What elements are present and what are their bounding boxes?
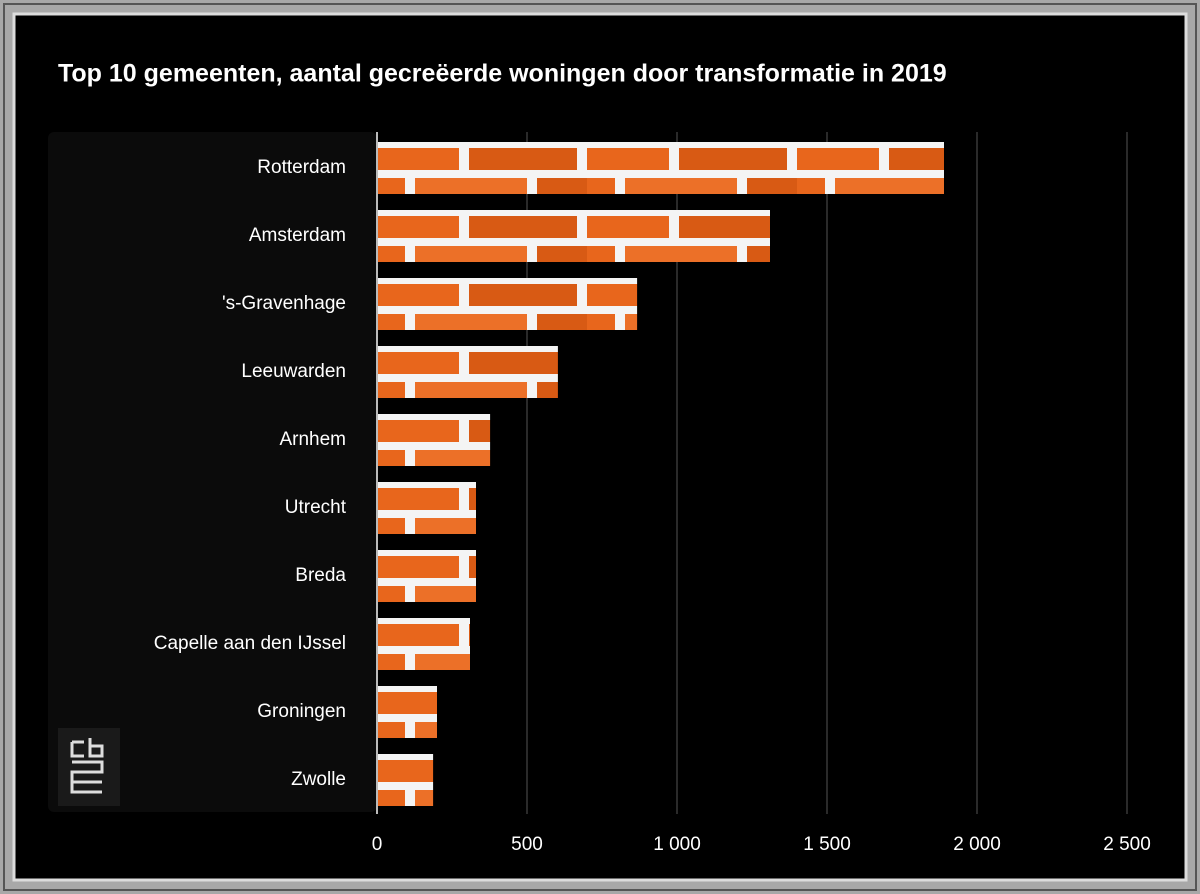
bar [377,210,770,262]
x-tick-label: 1 000 [653,834,701,855]
y-tick-label: Arnhem [279,429,346,450]
x-tick-label: 500 [511,834,543,855]
x-tick-label: 1 500 [803,834,851,855]
bar [377,754,434,806]
y-tick-label: Rotterdam [257,157,346,178]
y-tick-label: Utrecht [285,497,347,518]
y-tick-label: Breda [295,565,346,586]
y-tick-label: Groningen [257,701,346,722]
bar [377,278,638,330]
y-tick-label: Zwolle [291,769,346,790]
chart-title: Top 10 gemeenten, aantal gecreëerde woni… [58,60,947,88]
bar [377,142,944,194]
bar [377,346,558,398]
bar [377,550,476,602]
y-tick-label: Leeuwarden [241,361,346,382]
bar [377,482,476,534]
bar [377,686,437,738]
frame [3,3,1197,891]
y-tick-label: Amsterdam [249,225,346,246]
logo [58,728,120,806]
x-tick-label: 2 000 [953,834,1001,855]
x-tick-label: 2 500 [1103,834,1151,855]
y-tick-label: 's-Gravenhage [222,293,346,314]
y-tick-label: Capelle aan den IJssel [154,633,346,654]
x-tick-label: 0 [372,834,383,855]
label-panel [48,132,377,812]
bar [377,414,491,466]
bar [377,618,470,670]
